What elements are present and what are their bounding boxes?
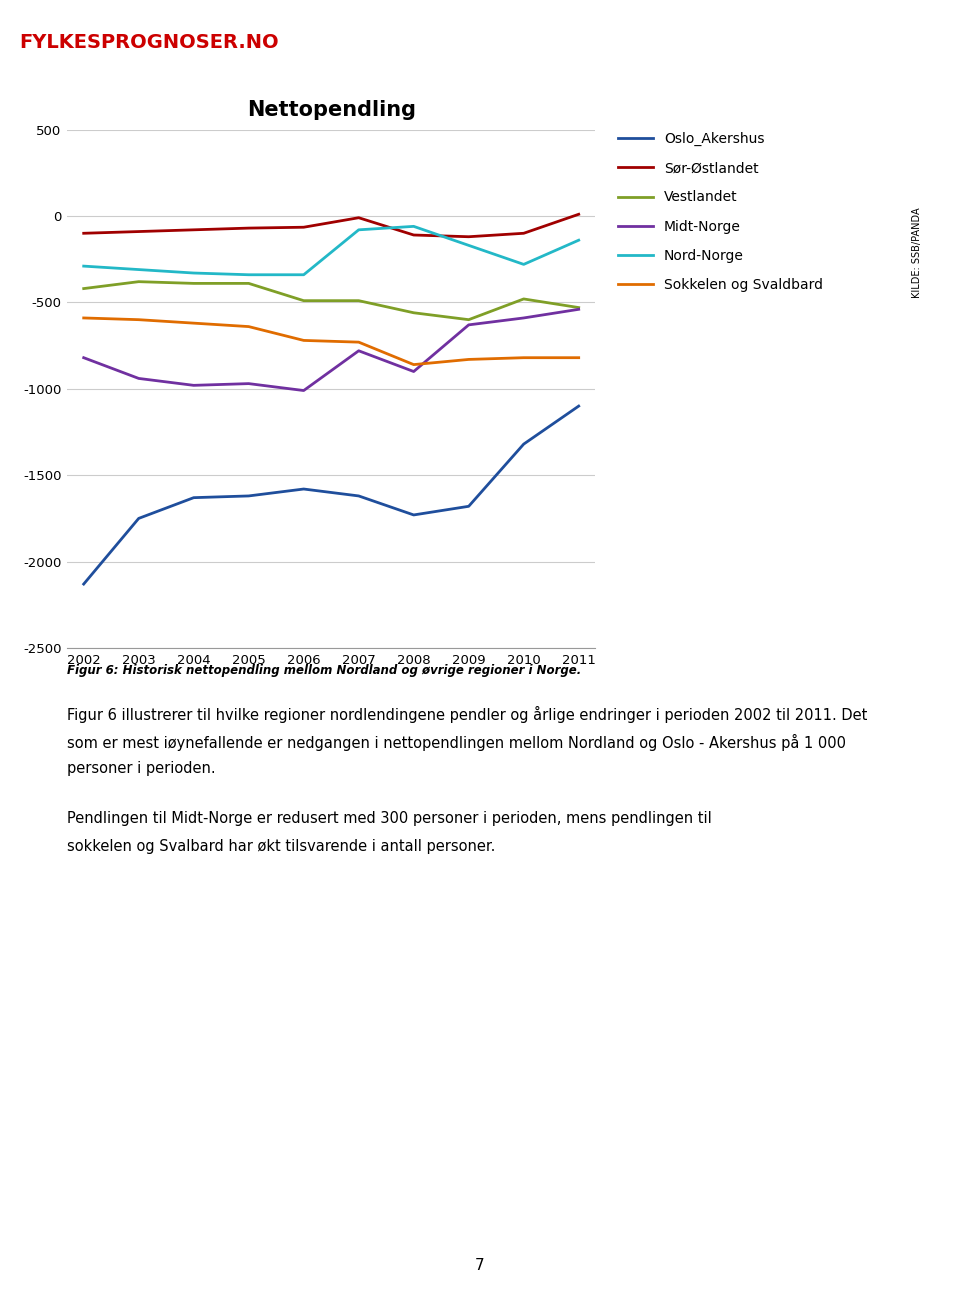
Oslo_Akershus xyxy=(243,489,254,504)
Text: Figur 6 illustrerer til hvilke regioner nordlendingene pendler og årlige endring: Figur 6 illustrerer til hvilke regioner … xyxy=(67,706,868,723)
Vestlandet xyxy=(78,281,89,297)
Line: Sør-Østlandet: Sør-Østlandet xyxy=(84,214,579,237)
Line: Midt-Norge: Midt-Norge xyxy=(84,310,579,390)
Text: PANDA: PANDA xyxy=(869,35,917,49)
Sokkelen og Svaldbard xyxy=(353,334,365,350)
Sør-Østlandet xyxy=(463,229,474,245)
Sør-Østlandet xyxy=(188,222,200,237)
Sokkelen og Svaldbard xyxy=(132,312,144,328)
Sokkelen og Svaldbard xyxy=(298,333,309,349)
Nord-Norge xyxy=(243,267,254,283)
Text: KILDE: SSB/PANDA: KILDE: SSB/PANDA xyxy=(912,207,922,298)
Sokkelen og Svaldbard xyxy=(408,356,420,372)
Midt-Norge xyxy=(353,343,365,359)
Sokkelen og Svaldbard xyxy=(518,350,530,365)
Oslo_Akershus xyxy=(518,437,530,452)
Text: Figur 6: Historisk nettopendling mellom Nordland og øvrige regioner i Norge.: Figur 6: Historisk nettopendling mellom … xyxy=(67,664,582,677)
Midt-Norge xyxy=(463,318,474,333)
Vestlandet xyxy=(188,276,200,292)
Vestlandet xyxy=(353,293,365,308)
Midt-Norge xyxy=(243,376,254,391)
Sør-Østlandet xyxy=(573,206,585,222)
Midt-Norge xyxy=(408,364,420,380)
Oslo_Akershus xyxy=(408,507,420,522)
Sokkelen og Svaldbard xyxy=(78,310,89,325)
Sokkelen og Svaldbard xyxy=(243,319,254,334)
Midt-Norge xyxy=(132,371,144,386)
Oslo_Akershus xyxy=(353,489,365,504)
Midt-Norge xyxy=(188,377,200,393)
Text: sokkelen og Svalbard har økt tilsvarende i antall personer.: sokkelen og Svalbard har økt tilsvarende… xyxy=(67,839,495,854)
Nord-Norge xyxy=(463,237,474,253)
Vestlandet xyxy=(518,292,530,307)
Oslo_Akershus xyxy=(132,511,144,526)
Sør-Østlandet xyxy=(353,210,365,226)
Sør-Østlandet xyxy=(518,226,530,241)
Vestlandet xyxy=(298,293,309,308)
Sør-Østlandet xyxy=(243,220,254,236)
Sør-Østlandet xyxy=(408,227,420,242)
Legend: Oslo_Akershus, Sør-Østlandet, Vestlandet, Midt-Norge, Nord-Norge, Sokkelen og Sv: Oslo_Akershus, Sør-Østlandet, Vestlandet… xyxy=(612,126,828,298)
Nord-Norge xyxy=(573,232,585,248)
Oslo_Akershus xyxy=(188,490,200,505)
Text: personer i perioden.: personer i perioden. xyxy=(67,761,216,776)
Midt-Norge xyxy=(518,310,530,325)
Text: Pendlingen til Midt-Norge er redusert med 300 personer i perioden, mens pendling: Pendlingen til Midt-Norge er redusert me… xyxy=(67,811,712,827)
Title: Nettopendling: Nettopendling xyxy=(247,100,416,119)
Text: som er mest iøynefallende er nedgangen i nettopendlingen mellom Nordland og Oslo: som er mest iøynefallende er nedgangen i… xyxy=(67,734,846,750)
Oslo_Akershus xyxy=(78,577,89,592)
Vestlandet xyxy=(408,305,420,320)
Nord-Norge xyxy=(353,222,365,237)
Sokkelen og Svaldbard xyxy=(188,315,200,330)
Vestlandet xyxy=(243,276,254,292)
Line: Sokkelen og Svaldbard: Sokkelen og Svaldbard xyxy=(84,318,579,364)
Nord-Norge xyxy=(298,267,309,283)
Sør-Østlandet xyxy=(298,219,309,235)
Vestlandet xyxy=(573,299,585,315)
Midt-Norge xyxy=(78,350,89,365)
Midt-Norge xyxy=(573,302,585,318)
Nord-Norge xyxy=(78,258,89,273)
Vestlandet xyxy=(463,312,474,328)
Nord-Norge xyxy=(188,266,200,281)
Nord-Norge xyxy=(518,257,530,272)
Oslo_Akershus xyxy=(463,499,474,515)
Line: Oslo_Akershus: Oslo_Akershus xyxy=(84,406,579,584)
Sokkelen og Svaldbard xyxy=(463,351,474,367)
Line: Nord-Norge: Nord-Norge xyxy=(84,227,579,275)
Text: 7: 7 xyxy=(475,1257,485,1273)
Sør-Østlandet xyxy=(132,224,144,240)
Oslo_Akershus xyxy=(573,398,585,413)
Midt-Norge xyxy=(298,382,309,398)
Nord-Norge xyxy=(408,219,420,235)
Vestlandet xyxy=(132,273,144,289)
Sokkelen og Svaldbard xyxy=(573,350,585,365)
Sør-Østlandet xyxy=(78,226,89,241)
Oslo_Akershus xyxy=(298,481,309,496)
Text: FYLKESPROGNOSER.NO: FYLKESPROGNOSER.NO xyxy=(19,32,278,52)
Nord-Norge xyxy=(132,262,144,277)
Line: Vestlandet: Vestlandet xyxy=(84,281,579,320)
